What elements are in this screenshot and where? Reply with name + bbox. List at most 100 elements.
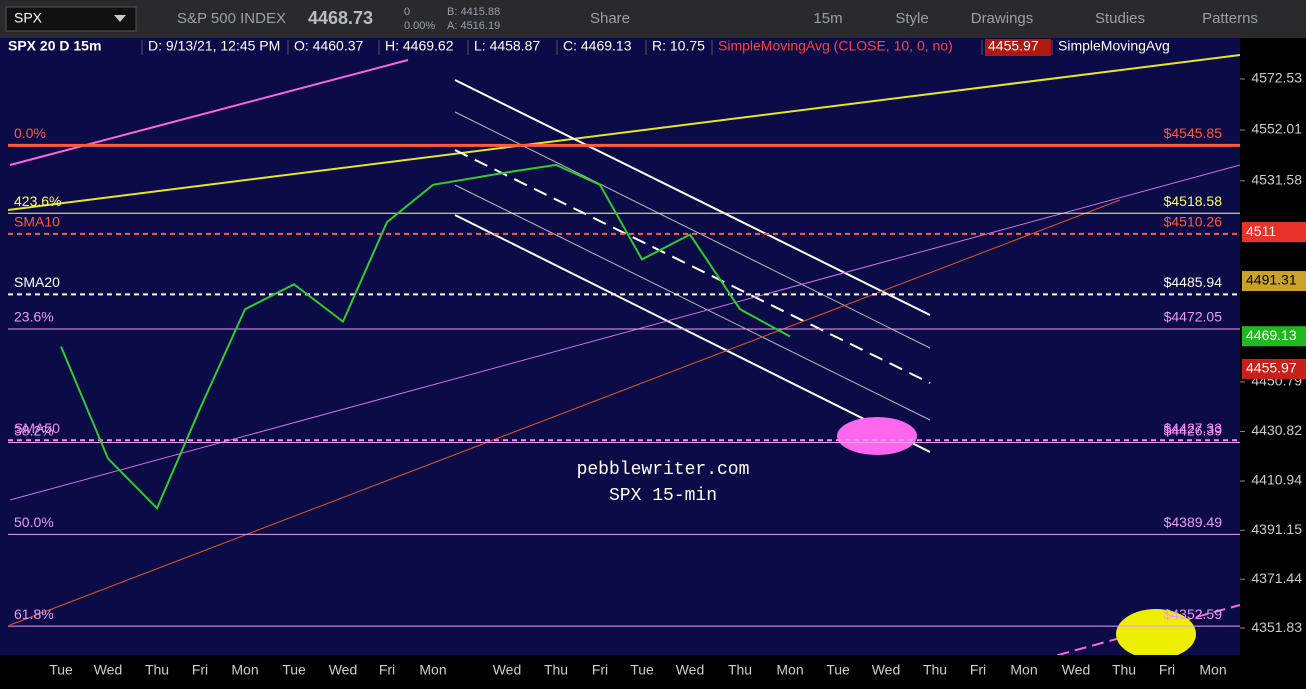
level-value: $4518.58 [1164, 193, 1223, 209]
info-item: SPX 20 D 15m [8, 38, 101, 54]
price-badge-label: 4491.31 [1246, 272, 1297, 288]
toolbar-button[interactable]: Share [590, 10, 630, 27]
channel-line [454, 184, 931, 421]
y-tick-label: 4572.53 [1251, 70, 1302, 86]
level-label: 38.2% [14, 422, 54, 438]
info-badge [985, 39, 1051, 56]
x-tick-label: Fri [379, 662, 395, 678]
y-tick-label: 4410.94 [1251, 472, 1302, 488]
toolbar-button[interactable]: Drawings [971, 10, 1034, 27]
x-tick-label: Mon [419, 662, 446, 678]
y-tick-label: 4371.44 [1251, 570, 1302, 586]
channel-line [454, 214, 931, 453]
level-value: $4389.49 [1164, 514, 1223, 530]
price-badge [1242, 326, 1306, 347]
price-badge [1242, 358, 1306, 379]
instrument-name: S&P 500 INDEX [177, 10, 286, 27]
toolbar-bg [0, 0, 1306, 38]
level-value: $4510.26 [1164, 214, 1223, 230]
annotation: pebblewriter.com [577, 460, 750, 480]
info-item: C: 4469.13 [563, 38, 632, 54]
info-item: 4455.97 [988, 38, 1039, 54]
level-value: $4427.33 [1164, 420, 1223, 436]
level-label: 423.6% [14, 193, 61, 209]
toolbar-button[interactable]: Patterns [1202, 10, 1258, 27]
trend-line [9, 199, 1121, 626]
symbol-box[interactable] [5, 6, 137, 32]
info-item: SimpleMovingAvg (CLOSE, 10, 0, no) [718, 38, 953, 54]
info-item: SimpleMovingAvg [1058, 38, 1170, 54]
trend-line [7, 54, 1241, 211]
x-tick-label: Fri [592, 662, 608, 678]
toolbar-button[interactable]: Studies [1095, 10, 1145, 27]
y-tick-label: 4552.01 [1251, 121, 1302, 137]
x-tick-label: Tue [826, 662, 850, 678]
target-ellipse [837, 417, 917, 455]
trend-line [1039, 604, 1241, 661]
price-badge-label: 4469.13 [1246, 327, 1297, 343]
x-tick-label: Wed [493, 662, 522, 678]
level-value: $4426.39 [1164, 422, 1223, 438]
price-line [60, 163, 791, 510]
time-axis [0, 655, 1306, 684]
ask: A: 4516.19 [447, 20, 500, 32]
y-tick-label: 4391.15 [1251, 521, 1302, 537]
drawings [7, 54, 1241, 661]
info-item: O: 4460.37 [294, 38, 363, 54]
trend-line [9, 59, 409, 166]
dropdown-icon [114, 15, 126, 22]
last-price: 4468.73 [308, 8, 373, 28]
x-tick-label: Tue [282, 662, 306, 678]
x-tick-label: Fri [192, 662, 208, 678]
level-value: $4472.05 [1164, 309, 1223, 325]
x-tick-label: Wed [676, 662, 705, 678]
level-label: 23.6% [14, 309, 54, 325]
change: 0 [404, 6, 410, 18]
level-label: 61.8% [14, 606, 54, 622]
y-tick-label: 4531.58 [1251, 172, 1302, 188]
toolbar-button[interactable]: 15m [813, 10, 842, 27]
x-tick-label: Mon [776, 662, 803, 678]
x-tick-label: Wed [1062, 662, 1091, 678]
symbol[interactable]: SPX [14, 10, 43, 26]
x-tick-label: Thu [728, 662, 752, 678]
toolbar-button[interactable]: Style [895, 10, 928, 27]
x-tick-label: Wed [94, 662, 123, 678]
plot-bg [0, 38, 1240, 655]
bid: B: 4415.88 [447, 6, 500, 18]
level-label: SMA20 [14, 274, 60, 290]
channel-line [454, 111, 931, 349]
info-item: R: 10.75 [652, 38, 705, 54]
price-badge [1242, 271, 1306, 292]
info-bar [0, 38, 1240, 57]
x-tick-label: Thu [1112, 662, 1136, 678]
level-label: SMA50 [14, 420, 60, 436]
x-tick-label: Tue [630, 662, 654, 678]
info-item: L: 4458.87 [474, 38, 540, 54]
x-tick-label: Mon [1010, 662, 1037, 678]
info-item: H: 4469.62 [385, 38, 454, 54]
y-tick-label: 4351.83 [1251, 619, 1302, 635]
x-tick-label: Mon [231, 662, 258, 678]
price-badge-label: 4511 [1246, 223, 1276, 239]
level-label: SMA10 [14, 214, 60, 230]
x-tick-label: Wed [329, 662, 358, 678]
level-value: $4352.59 [1164, 606, 1223, 622]
target-ellipse [1116, 609, 1196, 659]
x-tick-label: Tue [49, 662, 73, 678]
x-tick-label: Thu [145, 662, 169, 678]
x-tick-label: Thu [544, 662, 568, 678]
level-value: $4485.94 [1164, 274, 1223, 290]
level-label: 50.0% [14, 514, 54, 530]
level-label: 0.0% [14, 125, 46, 141]
info-item: D: 9/13/21, 12:45 PM [148, 38, 280, 54]
x-tick-label: Mon [1199, 662, 1226, 678]
price-badge [1242, 222, 1306, 243]
channel-line [454, 79, 931, 316]
price-badge-label: 4455.97 [1246, 360, 1297, 376]
annotation: SPX 15-min [609, 486, 717, 506]
y-tick-label: 4430.82 [1251, 422, 1302, 438]
change-pct: 0.00% [404, 20, 435, 32]
x-tick-label: Fri [970, 662, 986, 678]
